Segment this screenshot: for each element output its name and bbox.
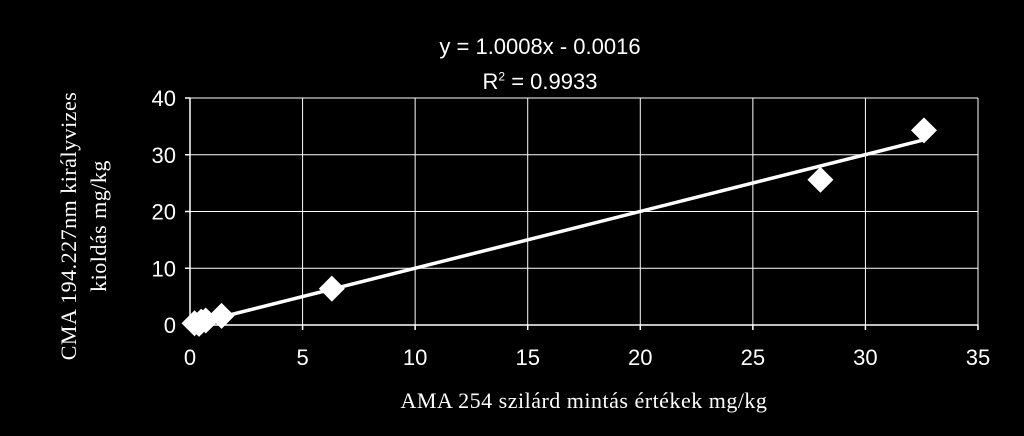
x-tick-label: 0 (184, 345, 196, 370)
x-tick-label: 10 (403, 345, 427, 370)
r-squared-label: R2 = 0.9933 (300, 69, 780, 95)
x-tick-labels: 0 5 10 15 20 25 30 35 (184, 345, 990, 370)
data-points (181, 117, 937, 337)
r-squared-superscript: 2 (498, 69, 506, 84)
y-axis-label: CMA 194.227nm királyvizes kioldás mg/kg (54, 92, 114, 361)
x-tick-label: 30 (853, 345, 877, 370)
trendline-path (194, 138, 925, 326)
y-tick-label: 40 (152, 86, 176, 111)
data-point-diamond (208, 302, 235, 329)
r-squared-value: = 0.9933 (505, 69, 598, 94)
y-axis-label-line1: CMA 194.227nm királyvizes (56, 91, 81, 361)
y-tick-labels: 0 10 20 30 40 (152, 86, 176, 338)
x-tick-label: 35 (966, 345, 990, 370)
trendline-equation: y = 1.0008x - 0.0016 (439, 34, 641, 59)
data-point-diamond (807, 166, 834, 193)
x-tick-label: 15 (515, 345, 539, 370)
trendline (194, 138, 925, 326)
y-axis-label-line2: kioldás mg/kg (86, 160, 111, 292)
y-tick-label: 20 (152, 200, 176, 225)
grid-lines (190, 97, 979, 325)
y-tick-label: 10 (152, 256, 176, 281)
y-tick-label: 30 (152, 143, 176, 168)
data-point-diamond (910, 117, 937, 144)
data-point-diamond (318, 275, 345, 302)
x-tick-label: 25 (741, 345, 765, 370)
x-tick-label: 5 (296, 345, 308, 370)
x-axis-label: AMA 254 szilárd mintás értékek mg/kg (400, 388, 768, 413)
x-tick-label: 20 (628, 345, 652, 370)
r-squared-prefix: R (482, 69, 499, 94)
y-tick-label: 0 (164, 313, 176, 338)
